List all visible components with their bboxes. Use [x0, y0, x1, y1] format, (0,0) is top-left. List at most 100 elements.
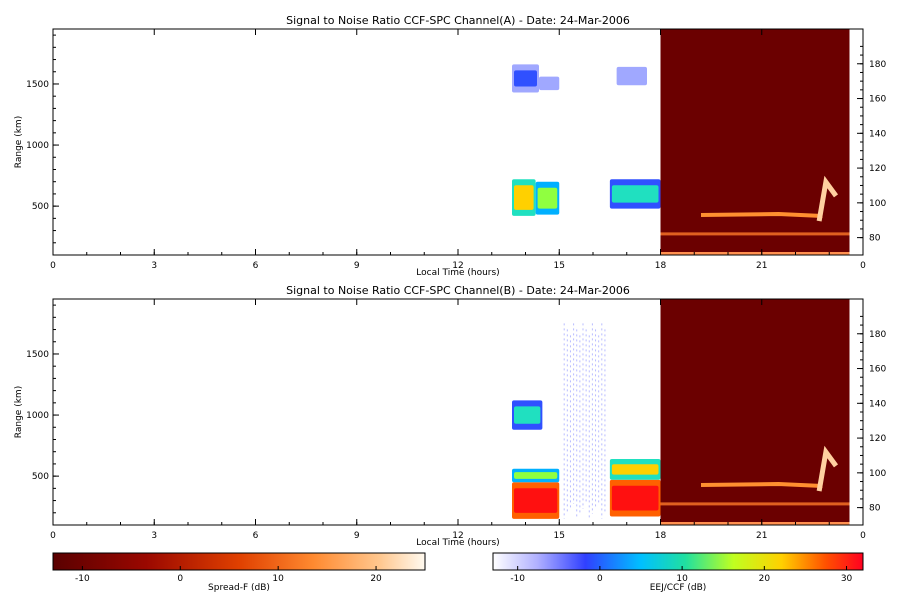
colorbar-spread-f-label: Spread-F (dB) — [208, 583, 270, 593]
colorbar-eej-ccf-ticks: -10 0 10 20 30 — [510, 566, 853, 584]
snr-region — [512, 400, 543, 430]
x-tick-label: 0 — [860, 531, 866, 541]
y2-tick-label: 160 — [869, 95, 886, 105]
x-tick-label: 6 — [253, 261, 259, 271]
y-tick-label: 1500 — [26, 80, 49, 90]
y2-tick-label: 120 — [869, 434, 886, 444]
x-tick-label: 12 — [452, 531, 463, 541]
eej-echo-plume — [816, 175, 839, 222]
x-tick-label: 3 — [151, 531, 157, 541]
colorbar-tick-label: -10 — [75, 574, 90, 584]
colorbar-eej-ccf: -10 0 10 20 30 EEJ/CCF (dB) — [492, 552, 864, 593]
colorbar-tick-label: -10 — [510, 574, 525, 584]
eej-echo-band — [660, 502, 850, 506]
panel-b-y-label: Range (km) — [14, 386, 24, 438]
y2-tick-label: 120 — [869, 164, 886, 174]
panel-b-x-label: Local Time (hours) — [416, 538, 499, 548]
y2-tick-label: 180 — [869, 330, 886, 340]
eej-echo-band — [660, 232, 850, 236]
panel-a-y-axis: 500 1000 1500 — [26, 34, 59, 244]
eej-echo-trace — [700, 482, 823, 489]
eej-echo-floor — [660, 252, 850, 255]
panel-a-y-label: Range (km) — [14, 116, 24, 168]
colorbar-eej-ccf-gradient — [492, 552, 864, 571]
snr-region-core — [611, 464, 659, 475]
colorbar-spread-f-gradient — [52, 552, 426, 571]
snr-region-core — [611, 485, 659, 511]
colorbar-eej-ccf-label: EEJ/CCF (dB) — [650, 583, 707, 593]
snr-region — [512, 468, 560, 483]
y2-tick-label: 80 — [869, 504, 881, 514]
y2-tick-label: 80 — [869, 234, 881, 244]
panel-a: Signal to Noise Ratio CCF-SPC Channel(A)… — [14, 14, 886, 278]
snr-region — [539, 76, 560, 91]
snr-region — [609, 179, 661, 209]
panel-a-x-axis: 0 3 6 9 12 15 18 21 0 — [50, 29, 866, 271]
colorbar-tick-label: 30 — [841, 574, 853, 584]
colorbar-tick-label: 0 — [177, 574, 183, 584]
snr-region-core — [514, 488, 558, 513]
y-tick-label: 1000 — [26, 411, 49, 421]
panel-b-plot-area — [512, 299, 850, 525]
panel-b-right-axis: 80 100 120 140 160 180 — [857, 315, 886, 514]
x-tick-label: 0 — [50, 261, 56, 271]
colorbar-tick-label: 10 — [272, 574, 284, 584]
eej-echo-floor — [660, 522, 850, 525]
x-tick-label: 15 — [554, 531, 565, 541]
x-tick-label: 15 — [554, 261, 565, 271]
x-tick-label: 21 — [756, 531, 767, 541]
x-tick-label: 12 — [452, 261, 463, 271]
panel-b-y-axis: 500 1000 1500 — [26, 304, 59, 514]
y2-tick-label: 100 — [869, 199, 886, 209]
y2-tick-label: 100 — [869, 469, 886, 479]
panel-b-title: Signal to Noise Ratio CCF-SPC Channel(B)… — [286, 284, 630, 297]
x-tick-label: 6 — [253, 531, 259, 541]
panel-a-title: Signal to Noise Ratio CCF-SPC Channel(A)… — [286, 14, 630, 27]
snr-region-core — [514, 70, 537, 87]
snr-region — [535, 181, 560, 215]
colorbar-tick-label: 20 — [370, 574, 382, 584]
snr-region — [512, 179, 536, 216]
snr-region — [609, 479, 661, 517]
x-tick-label: 0 — [50, 531, 56, 541]
eej-echo-trace — [700, 212, 823, 219]
x-tick-label: 9 — [354, 531, 360, 541]
x-tick-label: 18 — [655, 261, 667, 271]
colorbar-spread-f-ticks: -10 0 10 20 — [75, 566, 382, 584]
x-tick-label: 21 — [756, 261, 767, 271]
eej-echo-plume — [816, 445, 839, 492]
y-tick-label: 1500 — [26, 350, 49, 360]
x-tick-label: 3 — [151, 261, 157, 271]
snr-region-core — [514, 406, 541, 424]
x-tick-label: 18 — [655, 531, 667, 541]
snr-region-core — [514, 472, 558, 479]
colorbar-tick-label: 0 — [597, 574, 603, 584]
snr-region — [512, 64, 539, 93]
y-tick-label: 500 — [32, 202, 49, 212]
y2-tick-label: 180 — [869, 60, 886, 70]
y-tick-label: 500 — [32, 472, 49, 482]
panel-a-plot-area — [512, 29, 850, 255]
panel-b-x-axis: 0 3 6 9 12 15 18 21 0 — [50, 299, 866, 541]
snr-region — [563, 323, 606, 519]
snr-region-core — [514, 185, 534, 210]
snr-region-core — [618, 71, 645, 81]
y2-tick-label: 140 — [869, 399, 886, 409]
snr-region-core — [541, 80, 558, 87]
snr-region — [616, 66, 647, 86]
panel-a-right-axis: 80 100 120 140 160 180 — [857, 45, 886, 244]
x-tick-label: 9 — [354, 261, 360, 271]
snr-region — [512, 482, 560, 519]
colorbar-tick-label: 20 — [759, 574, 771, 584]
panel-a-x-label: Local Time (hours) — [416, 268, 499, 278]
colorbar-tick-label: 10 — [676, 574, 688, 584]
y2-tick-label: 140 — [869, 129, 886, 139]
colorbar-spread-f: -10 0 10 20 Spread-F (dB) — [52, 552, 426, 593]
snr-region-core — [537, 187, 558, 209]
y-tick-label: 1000 — [26, 141, 49, 151]
x-tick-label: 0 — [860, 261, 866, 271]
y2-tick-label: 160 — [869, 365, 886, 375]
snr-region — [609, 459, 661, 480]
snr-region-core — [611, 185, 659, 203]
